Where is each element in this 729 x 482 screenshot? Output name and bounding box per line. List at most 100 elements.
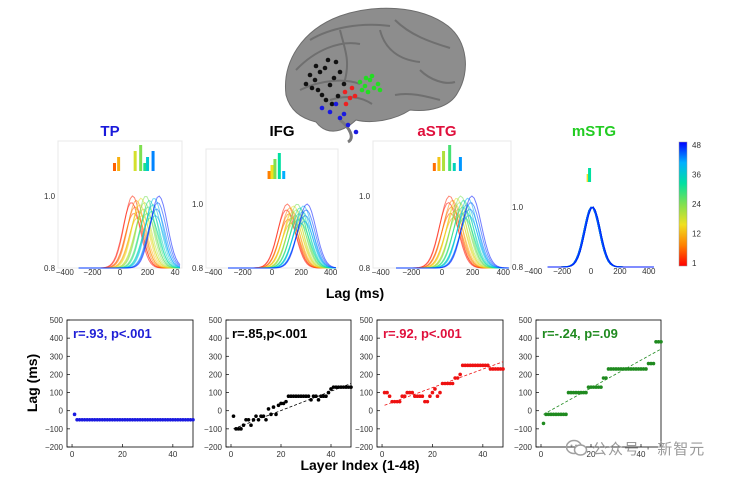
data-point <box>251 417 256 422</box>
brain-image <box>285 7 466 144</box>
stat-annotation: r=.92, p<.001 <box>383 326 462 341</box>
peak-marker <box>588 168 592 182</box>
peak-markers <box>112 145 155 171</box>
data-point <box>284 399 288 404</box>
scatter-xtick-label: 0 <box>70 450 75 459</box>
data-point <box>621 367 626 371</box>
electrode-dot <box>341 111 347 117</box>
electrode-dot <box>359 87 365 93</box>
top-xtick-label: 200 <box>613 267 627 276</box>
data-point <box>476 363 480 368</box>
scatter-ytick-label: 100 <box>209 389 223 398</box>
data-point <box>336 385 341 389</box>
scatter-ytick-label: 0 <box>59 407 64 416</box>
data-point <box>418 394 422 399</box>
scatter-ytick-label: 500 <box>519 316 533 325</box>
top-xtick-label: 0 <box>589 267 594 276</box>
scatter-panel-tp: 500 400 300 200 100 0 −100 −200 0 20 40 r=.93, p<.0… <box>45 316 195 459</box>
data-point <box>641 367 646 371</box>
top-xtick-label: −200 <box>402 268 421 277</box>
data-point <box>619 367 623 371</box>
electrode-dot <box>362 83 368 89</box>
data-point <box>564 412 568 417</box>
data-point <box>488 367 493 371</box>
data-point <box>576 390 581 395</box>
data-point <box>584 390 588 395</box>
scatter-ytick-label: −200 <box>514 443 533 452</box>
scatter-xtick-label: 20 <box>587 450 596 459</box>
data-point <box>604 376 608 380</box>
data-point <box>181 417 185 422</box>
scatter-ytick-label: 0 <box>218 407 223 416</box>
scatter-ytick-label: 200 <box>360 370 374 379</box>
top-xtick-label: 200 <box>466 268 480 277</box>
colorbar-tick-label: 12 <box>692 230 701 239</box>
data-point <box>311 394 316 399</box>
data-point <box>113 417 117 422</box>
scatter-xtick-label: 40 <box>637 450 646 459</box>
scatter-xtick-label: 0 <box>229 450 234 459</box>
data-point <box>561 412 566 417</box>
scatter-xtick-label: 20 <box>118 450 127 459</box>
data-point <box>241 423 246 428</box>
scatter-ytick-label: 300 <box>50 352 64 361</box>
data-point <box>231 414 236 418</box>
stat-annotation: r=-.24, p=.09 <box>542 326 618 341</box>
data-point <box>586 385 591 389</box>
data-point <box>319 394 323 399</box>
colorbar-tick-label: 36 <box>692 171 701 180</box>
data-point <box>481 363 485 368</box>
data-point <box>656 339 661 344</box>
data-point <box>244 417 248 422</box>
top-ytick-label: 0.8 <box>359 264 371 273</box>
data-point <box>296 394 301 399</box>
data-point <box>274 412 278 417</box>
data-point <box>82 417 87 422</box>
lag-curve <box>547 206 654 268</box>
scatter-xtick-label: 20 <box>428 450 437 459</box>
data-point <box>402 394 407 399</box>
electrode-dot <box>335 93 341 99</box>
scatter-points <box>541 339 663 426</box>
scatter-ytick-label: −200 <box>204 443 223 452</box>
bottom-ylabel: Lag (ms) <box>24 354 40 412</box>
top-xtick-label: 200 <box>141 268 155 277</box>
colorbar-tick-label: 48 <box>692 141 701 150</box>
data-point <box>574 390 578 395</box>
data-point <box>90 417 94 422</box>
data-point <box>349 385 353 389</box>
colorbar-tick-label: 24 <box>692 200 701 209</box>
data-point <box>128 417 132 422</box>
data-point <box>266 407 271 411</box>
data-point <box>87 417 92 422</box>
scatter-ytick-label: −100 <box>204 425 223 434</box>
electrode-dot <box>337 69 343 75</box>
electrode-dot <box>312 77 318 83</box>
peak-marker <box>146 157 150 171</box>
peak-markers <box>432 145 462 171</box>
scatter-frame <box>376 319 504 448</box>
watermark-text: 公众号 · 新智元 <box>592 440 706 458</box>
data-point <box>611 367 616 371</box>
scatter-xtick-label: 40 <box>168 450 177 459</box>
data-point <box>261 414 266 418</box>
top-xtick-label: 400 <box>642 267 656 276</box>
data-point <box>591 385 596 389</box>
data-point <box>246 417 251 422</box>
peak-markers <box>586 168 592 182</box>
data-point <box>463 363 468 368</box>
scatter-frame <box>535 319 662 448</box>
scatter-ytick-label: 200 <box>50 370 64 379</box>
electrode-dot <box>333 101 339 107</box>
data-point <box>299 394 303 399</box>
data-point <box>346 385 351 389</box>
scatter-frame <box>225 319 352 448</box>
data-point <box>133 417 137 422</box>
peak-marker <box>448 145 452 171</box>
top-xtick-label: −400 <box>56 268 75 277</box>
data-point <box>155 417 160 422</box>
top-panel-title: TP <box>100 123 119 140</box>
data-point <box>554 412 558 417</box>
scatter-points <box>231 385 353 431</box>
